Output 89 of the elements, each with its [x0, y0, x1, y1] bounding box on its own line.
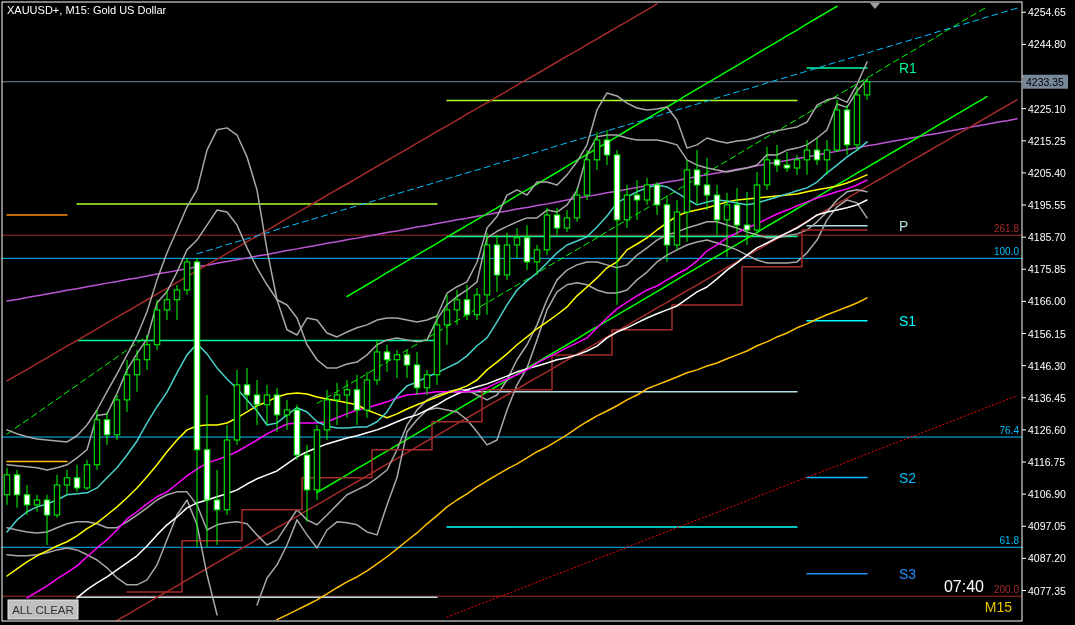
- y-tick-label: 4185.70: [1028, 231, 1067, 244]
- text: S2: [899, 469, 917, 486]
- candlestick: [553, 207, 561, 236]
- candlestick: [213, 469, 221, 546]
- y-tick-label: 4156.15: [1028, 327, 1067, 340]
- candlestick: [33, 494, 41, 513]
- text: R1: [899, 59, 918, 76]
- candlestick: [723, 192, 731, 258]
- candlestick: [703, 157, 711, 211]
- candlestick: [593, 131, 601, 171]
- candlestick: [823, 139, 831, 176]
- candlestick: [653, 181, 661, 216]
- y-tick-label: 4175.85: [1028, 263, 1067, 276]
- candlestick: [13, 469, 21, 509]
- candlestick: [513, 227, 521, 259]
- annotation: 76.4: [999, 425, 1020, 437]
- y-tick-label: 4146.30: [1028, 359, 1067, 372]
- candlestick: [253, 379, 261, 426]
- chart-title: XAUUSD+, M15: Gold US Dollar: [7, 4, 167, 16]
- candlestick: [23, 484, 31, 516]
- candlestick: [573, 187, 581, 223]
- candlestick: [263, 384, 271, 426]
- candlestick: [463, 284, 471, 321]
- candlestick: [273, 387, 281, 433]
- candlestick: [563, 209, 571, 233]
- candlestick: [243, 367, 251, 411]
- candlestick: [423, 369, 431, 396]
- candlestick: [163, 289, 171, 321]
- candlestick: [773, 144, 781, 173]
- annotation: ALL CLEAR: [12, 604, 74, 616]
- y-tick-label: 4097.05: [1028, 520, 1067, 533]
- candlestick: [63, 469, 71, 496]
- candlestick: [813, 137, 821, 166]
- y-tick-label: 4136.45: [1028, 391, 1067, 404]
- candlestick: [173, 284, 181, 321]
- y-tick-label: 4244.80: [1028, 38, 1067, 51]
- candlestick: [403, 349, 411, 379]
- candlestick: [733, 187, 741, 236]
- candlestick: [603, 129, 611, 166]
- candlestick: [393, 349, 401, 379]
- annotation: M15: [984, 599, 1013, 615]
- line-series: [6, 141, 868, 533]
- candlestick: [143, 334, 151, 371]
- candlestick: [803, 139, 811, 176]
- candlestick: [453, 289, 461, 326]
- annotation: 261.8: [993, 223, 1020, 235]
- candlestick: [443, 294, 451, 346]
- candlestick: [793, 154, 801, 176]
- candlestick: [43, 494, 51, 546]
- text: S1: [899, 312, 917, 329]
- line-series: [346, 5, 838, 298]
- line-series: [196, 7, 1018, 255]
- text: S3: [899, 565, 917, 582]
- text: P: [899, 217, 909, 234]
- candlestick: [73, 464, 81, 493]
- candlestick: [533, 244, 541, 276]
- y-tick-label: 4205.40: [1028, 166, 1067, 179]
- y-tick-label: 4195.55: [1028, 199, 1067, 212]
- candlestick: [3, 467, 11, 506]
- candlestick: [473, 287, 481, 321]
- candlestick: [633, 179, 641, 221]
- candlestick: [863, 77, 871, 101]
- y-tick-label: 4166.00: [1028, 295, 1067, 308]
- annotation: 07:40: [943, 578, 985, 595]
- candlestick: [283, 399, 291, 431]
- line-series: [6, 118, 1018, 302]
- y-tick-label: 4254.65: [1028, 6, 1067, 19]
- candlestick: [643, 177, 651, 206]
- y-tick-label: 4225.10: [1028, 102, 1067, 115]
- y-tick-label: 4077.35: [1028, 584, 1067, 597]
- candlestick: [783, 151, 791, 173]
- annotation: 100.0: [993, 246, 1020, 258]
- candlestick: [83, 459, 91, 491]
- y-tick-label: 4215.25: [1028, 134, 1067, 147]
- line-series: [446, 395, 1018, 618]
- y-tick-label: 4087.20: [1028, 552, 1067, 565]
- line-series: [276, 297, 868, 621]
- annotation: 200.0: [993, 584, 1020, 596]
- y-tick-label: 4126.60: [1028, 423, 1067, 436]
- candlestick: [743, 191, 751, 246]
- annotation: 61.8: [999, 535, 1020, 547]
- candlestick: [133, 349, 141, 393]
- y-tick-label: 4106.90: [1028, 488, 1067, 501]
- candlestick: [103, 411, 111, 446]
- candlestick: [383, 344, 391, 373]
- button: ALL CLEAR: [7, 599, 79, 620]
- y-tick-label: 4116.75: [1028, 456, 1066, 469]
- candlestick: [693, 149, 701, 206]
- candlestick: [413, 351, 421, 396]
